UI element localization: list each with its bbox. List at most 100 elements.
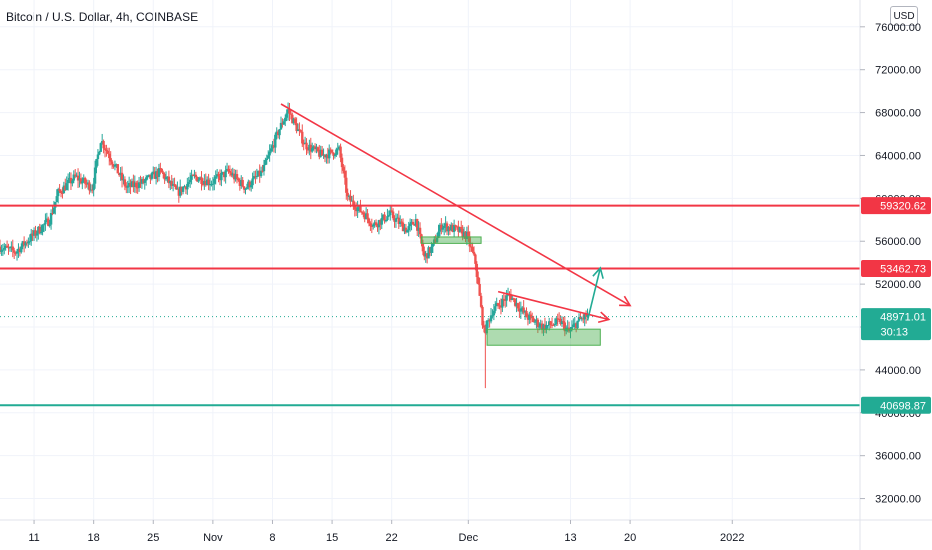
- candle-body: [329, 149, 332, 151]
- candle-body: [82, 177, 85, 182]
- candle-body: [85, 183, 88, 185]
- y-tick-label: 36000.00: [875, 451, 921, 463]
- candle-body: [174, 185, 178, 190]
- candle-body: [305, 142, 308, 150]
- candle-body: [481, 306, 484, 326]
- candle-body: [574, 323, 578, 329]
- candle-body: [86, 182, 90, 184]
- candle-body: [380, 218, 383, 225]
- candle-body: [296, 129, 300, 132]
- candle-body: [162, 172, 165, 175]
- candle-body: [542, 324, 545, 330]
- candle-body: [276, 131, 280, 136]
- candle-body: [7, 247, 10, 249]
- candle-body: [258, 170, 261, 177]
- candle-body: [160, 168, 163, 173]
- candle-body: [166, 176, 169, 178]
- candle-body: [289, 113, 293, 115]
- y-tick-label: 56000.00: [875, 236, 921, 248]
- candle-body: [143, 180, 146, 183]
- candle-body: [450, 224, 453, 231]
- candle-body: [512, 298, 515, 300]
- candle-body: [64, 185, 67, 191]
- candle-body: [519, 308, 523, 312]
- y-tick-label: 68000.00: [875, 108, 921, 120]
- candle-body: [224, 170, 227, 178]
- candle-body: [299, 130, 303, 132]
- candle-body: [582, 318, 585, 320]
- candle-body: [401, 222, 405, 232]
- candle-body: [150, 173, 154, 179]
- candle-body: [47, 218, 50, 226]
- candle-body: [109, 158, 112, 162]
- candle-body: [515, 303, 518, 306]
- support-zones: [420, 236, 601, 346]
- candle-body: [391, 211, 395, 219]
- candle-body: [434, 239, 437, 243]
- candle-body: [89, 189, 93, 191]
- candle-body: [313, 146, 317, 150]
- candle-body: [0, 246, 2, 252]
- candle-body: [430, 246, 433, 253]
- candle-body: [259, 170, 263, 177]
- candle-body: [560, 321, 564, 325]
- candle-body: [425, 253, 429, 259]
- candle-body: [221, 171, 225, 173]
- candle-body: [400, 221, 403, 223]
- candle-body: [44, 220, 47, 225]
- candle-body: [10, 246, 13, 248]
- candle-body: [214, 176, 217, 179]
- candle-body: [303, 142, 307, 145]
- candle-body: [274, 134, 277, 148]
- candle-body: [482, 325, 486, 328]
- candle-body: [398, 221, 402, 224]
- candle-body: [488, 320, 491, 322]
- horizontal-levels: [0, 204, 860, 407]
- candle-body: [566, 327, 569, 329]
- candle-body: [91, 189, 94, 191]
- candle-body: [231, 173, 234, 176]
- candle-body: [586, 314, 589, 317]
- candle-body: [346, 192, 349, 197]
- candle-body: [504, 299, 507, 301]
- currency-button[interactable]: USD: [890, 6, 918, 26]
- candle-body: [569, 329, 572, 332]
- candle-body: [164, 177, 168, 180]
- candle-body: [210, 184, 213, 186]
- candle-body: [372, 224, 375, 227]
- candle-body: [394, 218, 398, 222]
- candle-body: [204, 180, 207, 186]
- candle-body: [25, 242, 29, 244]
- candle-body: [438, 224, 442, 232]
- candle-body: [495, 303, 498, 307]
- candle-body: [555, 318, 558, 325]
- candle-body: [21, 241, 24, 247]
- candle-body: [48, 224, 51, 226]
- candle-body: [556, 318, 559, 320]
- candle-body: [213, 178, 216, 184]
- candle-body: [197, 179, 200, 182]
- candle-body: [267, 155, 270, 159]
- candle-body: [444, 223, 447, 226]
- candle-body: [474, 254, 477, 264]
- candle-body: [191, 175, 195, 177]
- candle-body: [335, 149, 338, 156]
- candle-body: [472, 251, 476, 255]
- candle-body: [225, 168, 229, 171]
- candle-body: [477, 277, 480, 284]
- candle-body: [264, 160, 267, 165]
- candle-body: [42, 224, 46, 226]
- candle-body: [105, 149, 108, 151]
- candle-body: [144, 177, 148, 181]
- candle-body: [196, 176, 199, 182]
- x-tick-label: 22: [386, 532, 398, 544]
- candle-body: [505, 295, 508, 301]
- candle-body: [359, 205, 362, 212]
- candle-body: [261, 170, 264, 172]
- candle-body: [478, 283, 481, 296]
- candle-body: [545, 325, 548, 330]
- candle-body: [74, 174, 77, 176]
- candle-body: [318, 151, 321, 157]
- candle-body: [278, 129, 281, 136]
